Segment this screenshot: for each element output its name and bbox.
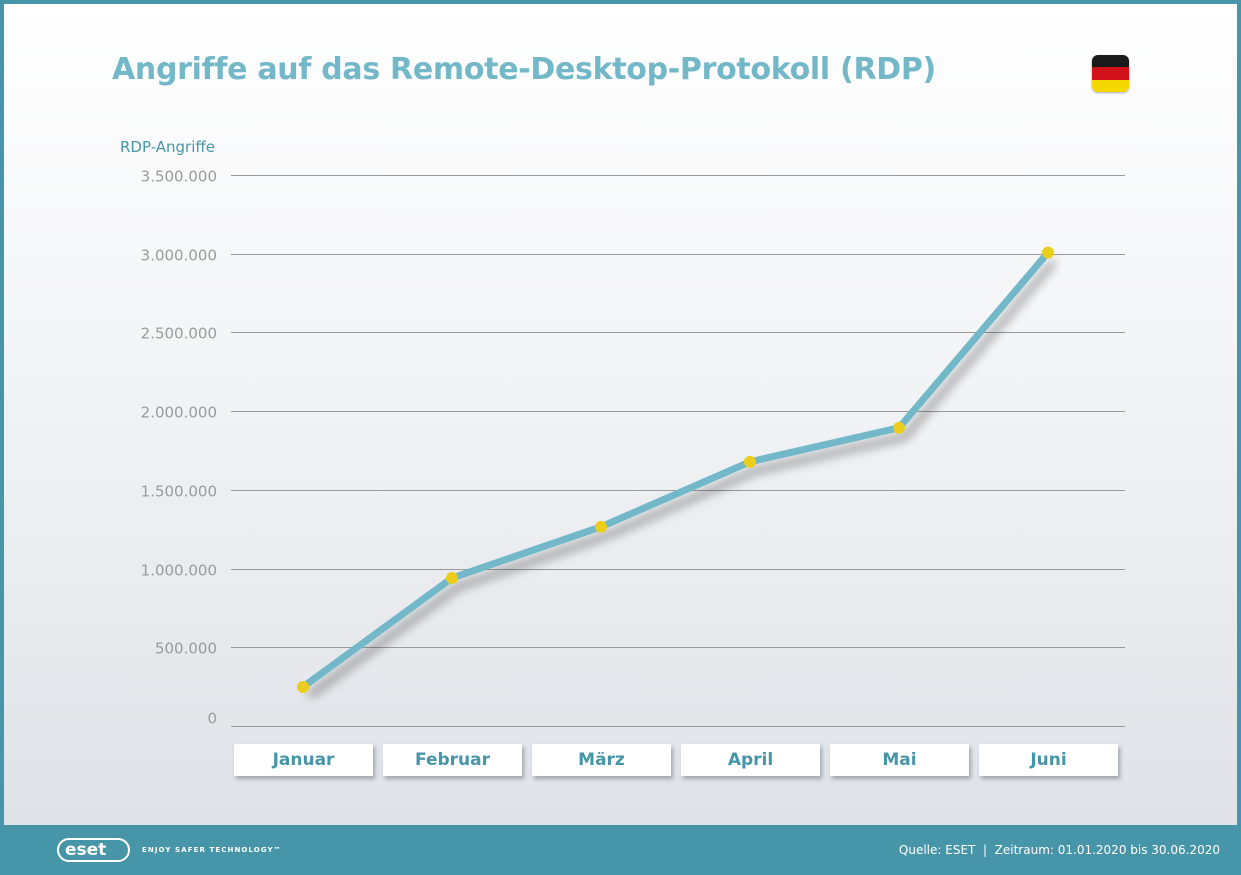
y-tick-labels: 0 500.000 1.000.000 1.500.000 2.000.000 2.500… <box>141 168 217 728</box>
eset-logo-text: eset <box>65 839 107 860</box>
series-group <box>297 246 1054 693</box>
x-tick-label: Januar <box>234 744 373 776</box>
flag-stripe-gold <box>1092 79 1129 92</box>
data-point-februar <box>446 572 458 585</box>
data-point-januar <box>297 680 309 693</box>
flag-stripe-red <box>1092 67 1129 80</box>
data-point-märz <box>595 520 607 533</box>
y-axis-label: RDP-Angriffe <box>120 138 215 156</box>
data-point-juni <box>1042 246 1054 259</box>
x-tick-label: März <box>532 744 671 776</box>
eset-logo: eset <box>57 838 130 862</box>
y-tick-label: 0 <box>207 710 217 728</box>
chart-panel <box>4 4 1237 825</box>
y-tick-label: 2.000.000 <box>141 404 217 422</box>
x-tick-label: Juni <box>979 744 1118 776</box>
gridlines <box>231 175 1125 727</box>
y-tick-label: 1.500.000 <box>141 483 217 501</box>
chart-title: Angriffe auf das Remote-Desktop-Protokol… <box>112 52 936 87</box>
footer-bar: eset ENJOY SAFER TECHNOLOGY™ Quelle: ESE… <box>0 826 1241 875</box>
y-tick-label: 3.500.000 <box>141 168 217 186</box>
y-tick-label: 500.000 <box>155 640 217 658</box>
tagline: ENJOY SAFER TECHNOLOGY™ <box>142 846 282 854</box>
source-note: Quelle: ESET | Zeitraum: 01.01.2020 bis … <box>898 843 1220 857</box>
y-tick-label: 3.000.000 <box>141 247 217 265</box>
x-tick-label: Februar <box>383 744 522 776</box>
data-point-mai <box>893 421 905 434</box>
data-point-april <box>744 455 756 468</box>
y-tick-label: 2.500.000 <box>141 325 217 343</box>
x-tick-label: April <box>681 744 820 776</box>
series-line <box>300 250 1051 690</box>
flag-stripe-black <box>1092 55 1129 68</box>
y-tick-label: 1.000.000 <box>141 562 217 580</box>
x-tick-label: Mai <box>830 744 969 776</box>
germany-flag-icon <box>1092 55 1129 92</box>
